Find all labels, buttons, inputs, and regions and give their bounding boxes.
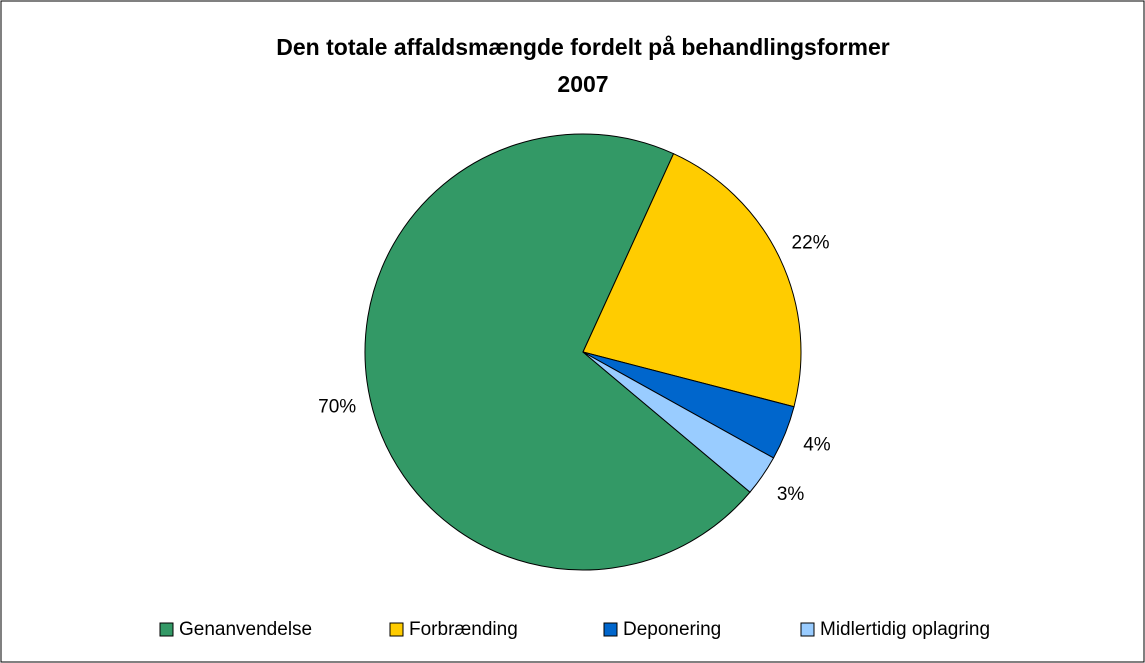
- pie-slice: [582, 351, 775, 493]
- legend-swatch: [389, 622, 404, 637]
- data-label: 22%: [792, 233, 830, 254]
- legend-swatch: [159, 622, 174, 637]
- legend-label: Midlertidig oplagring: [820, 619, 990, 640]
- legend-swatch: [800, 622, 815, 637]
- data-label: 3%: [777, 484, 805, 505]
- chart-title: 2007: [557, 71, 608, 97]
- data-label: 4%: [803, 435, 831, 456]
- data-label: 70%: [318, 397, 356, 418]
- pie-slice: [582, 153, 802, 408]
- pie-slice: [364, 133, 751, 571]
- chart-title: Den totale affaldsmængde fordelt på beha…: [276, 34, 889, 60]
- legend-label: Forbrænding: [409, 619, 518, 640]
- legend-swatch: [603, 622, 618, 637]
- legend-label: Deponering: [623, 619, 721, 640]
- legend-label: Genanvendelse: [179, 619, 312, 640]
